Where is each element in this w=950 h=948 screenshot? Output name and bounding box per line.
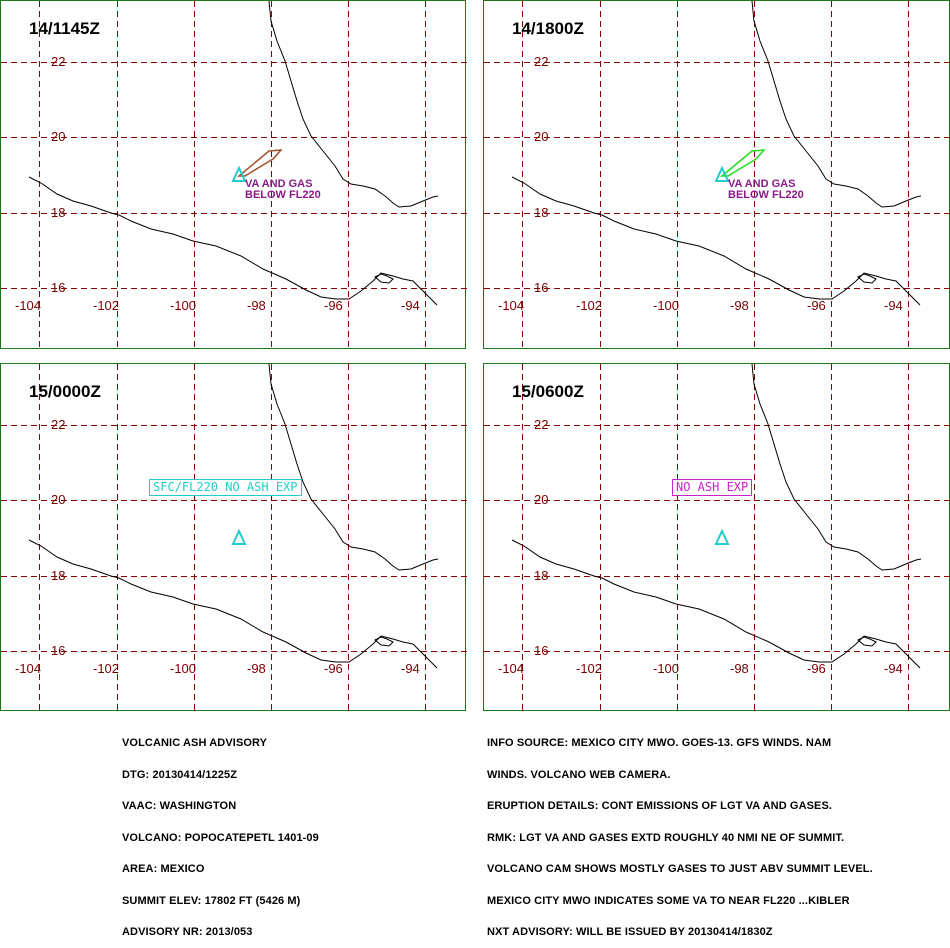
longitude-label: -98	[730, 661, 749, 676]
longitude-label: -94	[401, 661, 420, 676]
coast-detail	[374, 636, 394, 647]
advisory-line: NXT ADVISORY: WILL BE ISSUED BY 20130414…	[487, 926, 773, 938]
forecast-panel-2: 14/1800Z 22 20 18 16 -104 -102 -100 -98 -96 -94 VA…	[483, 0, 950, 350]
pacific-coastline	[511, 176, 921, 306]
latitude-label: 20	[534, 129, 549, 144]
gulf-coastline	[751, 363, 922, 571]
panel-time: 14/1145Z	[29, 19, 100, 38]
advisory-line: INFO SOURCE: MEXICO CITY MWO. GOES-13. G…	[487, 737, 832, 749]
advisory-line: WINDS. VOLCANO WEB CAMERA.	[487, 768, 671, 781]
longitude-label: -100	[170, 298, 197, 313]
latitude-label: 18	[534, 568, 549, 583]
longitude-label: -102	[93, 298, 120, 313]
advisory-line: VOLCANO: POPOCATEPETL 1401-09	[122, 831, 319, 844]
advisory-line: MEXICO CITY MWO INDICATES SOME VA TO NEA…	[487, 894, 850, 907]
advisory-line: VOLCANO CAM SHOWS MOSTLY GASES TO JUST A…	[487, 863, 873, 875]
longitude-label: -104	[498, 298, 525, 313]
latitude-label: 16	[51, 643, 66, 658]
map-canvas	[1, 0, 467, 350]
no-ash-label: NO ASH EXP	[672, 479, 753, 496]
advisory-line: VAAC: WASHINGTON	[122, 800, 237, 812]
coast-detail	[857, 636, 877, 647]
longitude-label: -100	[170, 661, 197, 676]
longitude-label: -96	[324, 661, 343, 676]
panel-time: 15/0600Z	[512, 382, 584, 401]
panel-time: 14/1800Z	[512, 19, 584, 38]
longitude-label: -100	[653, 298, 680, 313]
note-line: BELOW FL220	[728, 189, 804, 201]
longitude-label: -96	[324, 298, 343, 313]
latitude-label: 16	[534, 280, 549, 295]
forecast-panel-4: 15/0600Z 22 20 18 16 -104 -102 -100 -98 -96 -94 NO…	[483, 363, 950, 712]
coast-detail	[374, 273, 394, 284]
note-line: VA AND GAS	[245, 178, 313, 190]
latitude-label: 18	[534, 205, 549, 220]
coast-detail	[857, 273, 877, 284]
map-canvas	[1, 363, 467, 712]
volcano-icon	[714, 165, 730, 182]
latitude-label: 16	[51, 280, 66, 295]
gulf-coastline	[268, 363, 439, 571]
advisory-line: SUMMIT ELEV: 17802 FT (5426 M)	[122, 894, 301, 907]
latitude-label: 22	[534, 417, 549, 432]
latitude-label: 20	[51, 492, 66, 507]
volcano-icon	[714, 528, 730, 545]
map-canvas	[484, 0, 950, 350]
latitude-label: 22	[51, 54, 66, 69]
ash-cloud-polygon	[719, 149, 766, 177]
longitude-label: -98	[247, 298, 266, 313]
no-ash-label: SFC/FL220 NO ASH EXP	[149, 479, 302, 496]
advisory-remarks: INFO SOURCE: MEXICO CITY MWO. GOES-13. G…	[487, 717, 873, 948]
longitude-label: -96	[807, 298, 826, 313]
latitude-label: 18	[51, 205, 66, 220]
ash-cloud-note: VA AND GAS BELOW FL220	[728, 179, 804, 201]
advisory-line: ERUPTION DETAILS: CONT EMISSIONS OF LGT …	[487, 800, 833, 812]
ash-cloud-note: VA AND GAS BELOW FL220	[245, 179, 321, 201]
volcano-icon	[231, 528, 247, 545]
longitude-label: -102	[93, 661, 120, 676]
longitude-label: -104	[15, 661, 42, 676]
advisory-line: ADVISORY NR: 2013/053	[122, 926, 253, 938]
map-canvas	[484, 363, 950, 712]
latitude-label: 18	[51, 568, 66, 583]
longitude-label: -100	[653, 661, 680, 676]
pacific-coastline	[28, 176, 438, 306]
latitude-label: 22	[534, 54, 549, 69]
longitude-label: -98	[730, 298, 749, 313]
gulf-coastline	[751, 0, 922, 208]
advisory-line: VOLCANIC ASH ADVISORY	[122, 737, 268, 749]
advisory-line: AREA: MEXICO	[122, 863, 205, 875]
advisory-line: RMK: LGT VA AND GASES EXTD ROUGHLY 40 NM…	[487, 831, 845, 844]
gulf-coastline	[268, 0, 439, 208]
note-line: BELOW FL220	[245, 189, 321, 201]
longitude-label: -104	[15, 298, 42, 313]
longitude-label: -104	[498, 661, 525, 676]
latitude-label: 22	[51, 417, 66, 432]
latitude-label: 20	[534, 492, 549, 507]
note-line: VA AND GAS	[728, 178, 796, 190]
longitude-label: -98	[247, 661, 266, 676]
forecast-panel-3: 15/0000Z 22 20 18 16 -104 -102 -100 -98 -96 -94 SF…	[0, 363, 467, 712]
advisory-line: DTG: 20130414/1225Z	[122, 768, 238, 781]
latitude-label: 16	[534, 643, 549, 658]
longitude-label: -96	[807, 661, 826, 676]
panel-time: 15/0000Z	[29, 382, 101, 401]
pacific-coastline	[28, 539, 438, 669]
latitude-label: 20	[51, 129, 66, 144]
pacific-coastline	[511, 539, 921, 669]
forecast-panel-1: 14/1145Z 22 20 18 16 -104 -102 -100 -98 -96 -94 VA…	[0, 0, 467, 350]
longitude-label: -94	[401, 298, 420, 313]
advisory-header: VOLCANIC ASH ADVISORY DTG: 20130414/1225…	[122, 717, 319, 948]
longitude-label: -94	[884, 298, 903, 313]
longitude-label: -102	[576, 298, 603, 313]
volcano-icon	[231, 165, 247, 182]
ash-cloud-polygon	[236, 149, 283, 177]
longitude-label: -102	[576, 661, 603, 676]
longitude-label: -94	[884, 661, 903, 676]
